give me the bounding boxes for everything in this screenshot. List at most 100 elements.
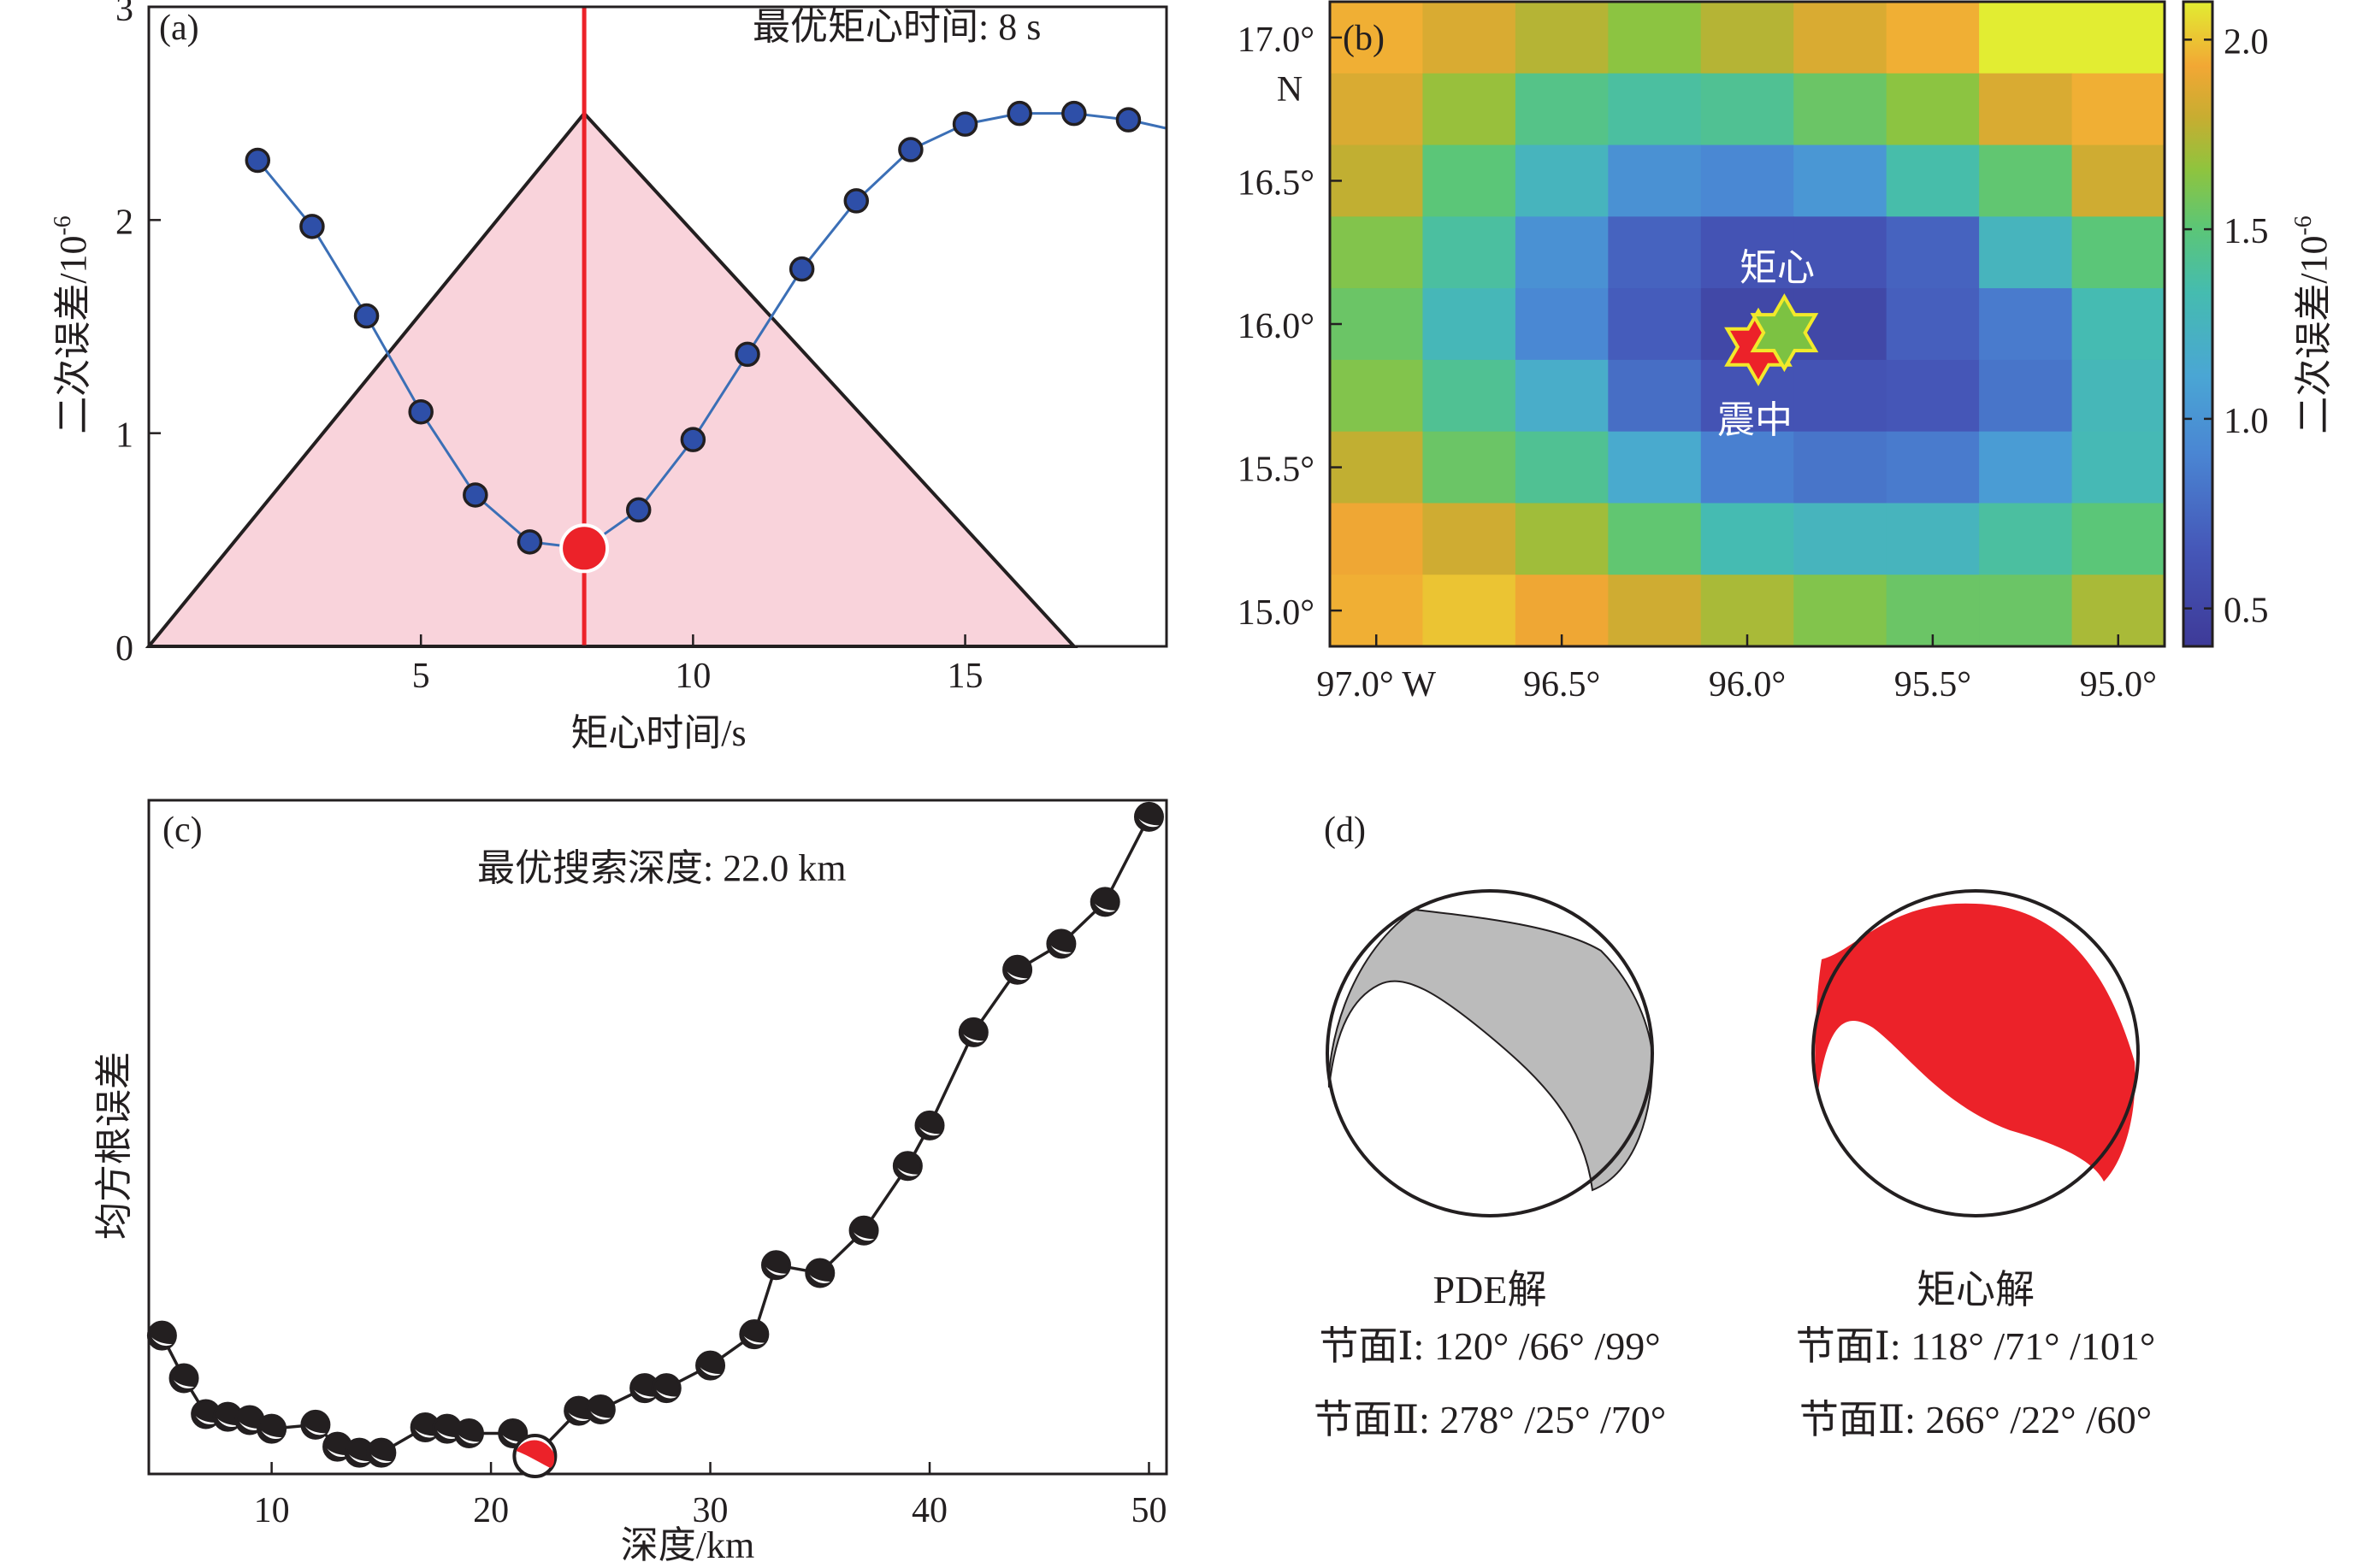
centroid-solution-title: 矩心解 (1917, 1268, 2035, 1312)
depth-beachball-point (760, 1250, 791, 1281)
x-tick-label: 15 (948, 657, 984, 696)
depth-point-dilatation (854, 1232, 875, 1241)
depth-beachball-point (300, 1409, 331, 1440)
heatmap-cell (1608, 431, 1702, 504)
depth-point-outline (366, 1437, 397, 1468)
heatmap-cell (1700, 2, 1794, 74)
heatmap-cell (1422, 575, 1516, 647)
misfit-point (299, 214, 325, 239)
heatmap-cell (1886, 216, 1980, 289)
heatmap-cell (1700, 216, 1794, 289)
depth-point-dilatation (568, 1412, 589, 1422)
depth-beachball-point (805, 1258, 836, 1288)
depth-beachball-point (1090, 887, 1120, 917)
depth-point-dilatation (743, 1335, 765, 1345)
depth-point-dilatation (349, 1454, 370, 1464)
heatmap-cell (1793, 575, 1887, 647)
heatmap-cell (1422, 2, 1516, 74)
panel-c-xlabel: 深度/km (621, 1524, 754, 1566)
depth-point-dilatation (415, 1429, 436, 1438)
heatmap-cell (1608, 359, 1702, 433)
epicenter-label: 震中 (1717, 399, 1793, 441)
heatmap-cells (1330, 2, 2165, 647)
depth-beachball-point (366, 1437, 397, 1468)
depth-point-outline (848, 1215, 879, 1246)
source-time-function-layer (145, 7, 1078, 648)
panel-a-ylabel: 二次误差/10-6 (50, 215, 94, 434)
misfit-point (680, 427, 706, 452)
x-tick-label: 30 (693, 1491, 729, 1530)
heatmap-cell (1330, 359, 1424, 433)
heatmap-cell (1979, 431, 2073, 504)
panel-b-label: (b) (1343, 19, 1385, 58)
depth-point-dilatation (700, 1367, 721, 1376)
heatmap-cell (1793, 73, 1887, 146)
depth-point-dilatation (370, 1454, 392, 1464)
depth-point-dilatation (1007, 971, 1028, 981)
misfit-point (1061, 100, 1087, 127)
heatmap-cell (1515, 73, 1609, 146)
panel-a-centroid-time: 5 10 15 0 1 2 3 (a) 最优矩心时间: 8 s 矩心时间/s 二次误差/10… (50, 0, 1168, 754)
depth-beachball-point (257, 1413, 287, 1444)
misfit-curve-layer (245, 100, 1167, 574)
x-tick-label: 50 (1131, 1491, 1167, 1530)
colorbar-tick-label: 1.0 (2224, 402, 2269, 441)
colorbar-label: 二次误差/10-6 (2290, 215, 2335, 434)
heatmap-cell (1793, 2, 1887, 74)
depth-point-outline (1090, 887, 1120, 917)
panel-a-label: (a) (159, 9, 199, 48)
heatmap-cell (1515, 288, 1609, 361)
lat-tick-label: 17.0° (1238, 21, 1314, 60)
panel-c-depth-search: 10 20 30 40 50 (c) 最优搜索深度: 22.0 km 深度/km 均方根… (93, 799, 1168, 1566)
depth-point-dilatation (151, 1337, 173, 1347)
depth-point-outline (1133, 801, 1164, 832)
panel-c-frame (147, 799, 1168, 1476)
colorbar-label-main: 二次误差/10 (2293, 236, 2335, 434)
depth-beachball-point (146, 1320, 177, 1351)
misfit-point (625, 497, 652, 523)
depth-point-outline (585, 1394, 616, 1425)
rms-curve (160, 816, 1151, 1459)
depth-point-outline (805, 1258, 836, 1288)
depth-point-dilatation (590, 1411, 611, 1420)
heatmap-cell (1700, 431, 1794, 504)
lon-tick-label: 97.0° W (1316, 665, 1436, 704)
depth-point-dilatation (809, 1275, 830, 1283)
depth-point-outline (651, 1373, 682, 1404)
centroid-star-marker (1750, 293, 1819, 373)
y-tick-label: 1 (115, 416, 133, 456)
panel-c-label: (c) (162, 811, 203, 850)
centroid-beachball (1811, 889, 2140, 1217)
colorbar (2182, 0, 2214, 648)
misfit-point (952, 111, 978, 137)
best-depth-beachball-fill (516, 1440, 555, 1468)
depth-beachball-point (848, 1215, 879, 1246)
lon-tick-label: 96.0° (1709, 665, 1786, 704)
heatmap-cell (1330, 144, 1424, 217)
y-tick-label: 0 (115, 629, 133, 669)
heatmap-cell (1700, 359, 1794, 433)
heatmap-cell (1422, 216, 1516, 289)
centroid-label: 矩心 (1740, 247, 1815, 289)
depth-beachball-point (651, 1373, 682, 1404)
misfit-point (353, 303, 380, 329)
heatmap-cell (1886, 503, 1980, 575)
heatmap-cell (1515, 144, 1609, 217)
heatmap-cell (1608, 216, 1702, 289)
heatmap-cell (1979, 2, 2073, 74)
depth-point-dilatation (458, 1435, 480, 1444)
depth-point-dilatation (304, 1426, 326, 1435)
heatmap-cell (1515, 503, 1609, 575)
heatmap-cell (2071, 2, 2165, 74)
depth-point-outline (168, 1363, 199, 1394)
heatmap-cell (1793, 431, 1887, 504)
heatmap-cell (1979, 144, 2073, 217)
heatmap-cell (1886, 431, 1980, 504)
best-depth-annotation: 最优搜索深度: 22.0 km (477, 847, 846, 889)
heatmap-cell (1330, 503, 1424, 575)
depth-point-dilatation (1050, 945, 1072, 954)
panel-b-axes: 97.0° W 96.5° 96.0° 95.5° 95.0° 17.0° 16.5° 16.… (1238, 21, 2157, 704)
pde-solution-title: PDE解 (1433, 1268, 1547, 1312)
heatmap-cell (1979, 575, 2073, 647)
location-markers (1724, 293, 1819, 386)
